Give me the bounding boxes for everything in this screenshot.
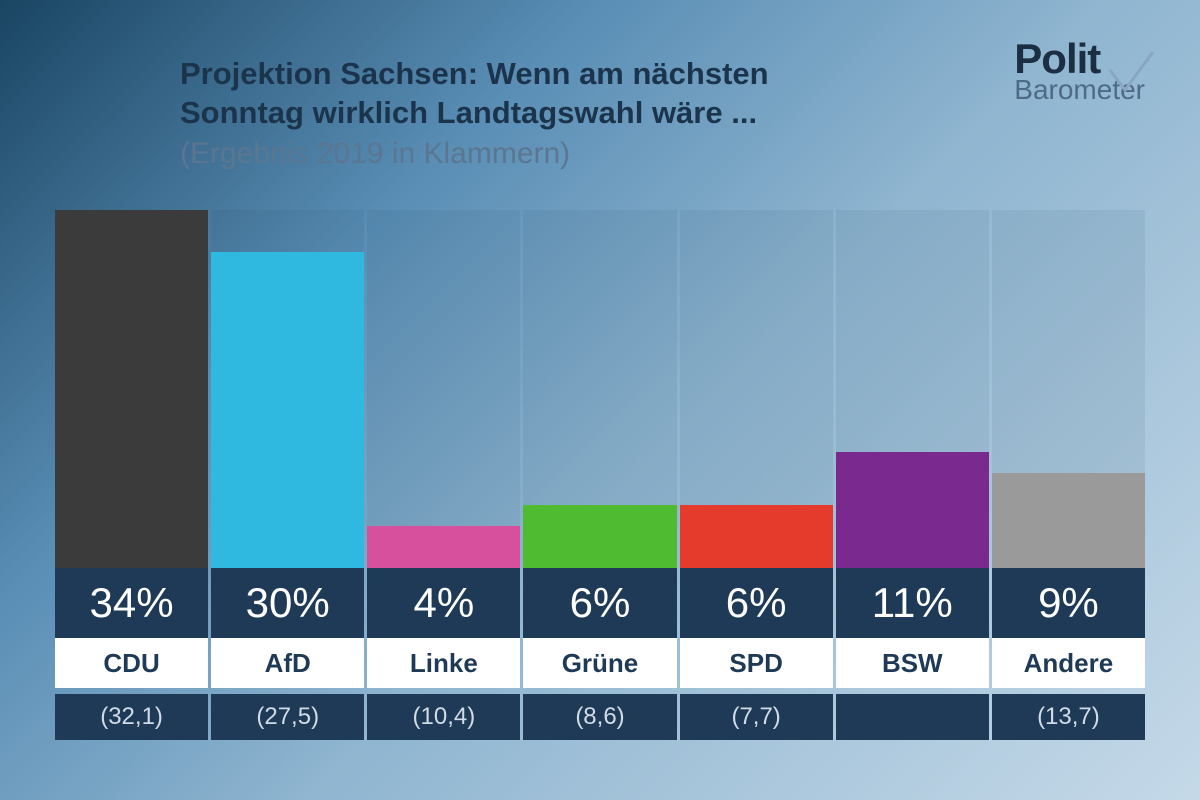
bottom-spacer (836, 740, 989, 760)
bar (55, 210, 208, 568)
value-label: 9% (992, 568, 1145, 638)
party-name: Andere (992, 638, 1145, 688)
chart-column: 4%Linke (10,4) (367, 210, 520, 760)
bottom-spacer (523, 740, 676, 760)
chart-column: 11%BSW (836, 210, 989, 760)
previous-result: (32,1) (55, 694, 208, 740)
chart-column: 6%SPD (7,7) (680, 210, 833, 760)
title-block: Projektion Sachsen: Wenn am nächsten Son… (180, 55, 769, 171)
chart-column: 9%Andere (13,7) (992, 210, 1145, 760)
bar-area (55, 210, 208, 568)
bar-area (367, 210, 520, 568)
title-line-2: Sonntag wirklich Landtagswahl wäre ... (180, 94, 769, 133)
logo-text-barometer: Barometer (1014, 74, 1145, 106)
bar (211, 252, 364, 568)
bar (367, 526, 520, 568)
value-label: 11% (836, 568, 989, 638)
bottom-spacer (211, 740, 364, 760)
bottom-spacer (55, 740, 208, 760)
party-name: SPD (680, 638, 833, 688)
party-name: Linke (367, 638, 520, 688)
party-name: Grüne (523, 638, 676, 688)
bar (836, 452, 989, 568)
bar-chart: 34%CDU(32,1)30%AfD(27,5)4%Linke(10,4)6%G… (55, 210, 1145, 760)
previous-result (836, 694, 989, 740)
chart-column: 34%CDU (32,1) (55, 210, 208, 760)
previous-result: (10,4) (367, 694, 520, 740)
bottom-spacer (367, 740, 520, 760)
subtitle: (Ergebnis 2019 in Klammern) (180, 137, 769, 171)
value-label: 30% (211, 568, 364, 638)
value-label: 4% (367, 568, 520, 638)
bar-area (680, 210, 833, 568)
bar (992, 473, 1145, 568)
value-label: 34% (55, 568, 208, 638)
chart-header: Projektion Sachsen: Wenn am nächsten Son… (180, 55, 1140, 171)
bar-area (523, 210, 676, 568)
bottom-spacer (680, 740, 833, 760)
party-name: AfD (211, 638, 364, 688)
chart-column: 30%AfD (27,5) (211, 210, 364, 760)
party-name: BSW (836, 638, 989, 688)
bottom-spacer (992, 740, 1145, 760)
bar-area (211, 210, 364, 568)
bar (680, 505, 833, 568)
previous-result: (13,7) (992, 694, 1145, 740)
party-name: CDU (55, 638, 208, 688)
bar-area (836, 210, 989, 568)
title-line-1: Projektion Sachsen: Wenn am nächsten (180, 55, 769, 94)
previous-result: (8,6) (523, 694, 676, 740)
chart-column: 6%Grüne (8,6) (523, 210, 676, 760)
bar-area (992, 210, 1145, 568)
bar (523, 505, 676, 568)
politbarometer-logo: Polit Barometer (1014, 40, 1145, 106)
previous-result: (7,7) (680, 694, 833, 740)
value-label: 6% (523, 568, 676, 638)
value-label: 6% (680, 568, 833, 638)
previous-result: (27,5) (211, 694, 364, 740)
